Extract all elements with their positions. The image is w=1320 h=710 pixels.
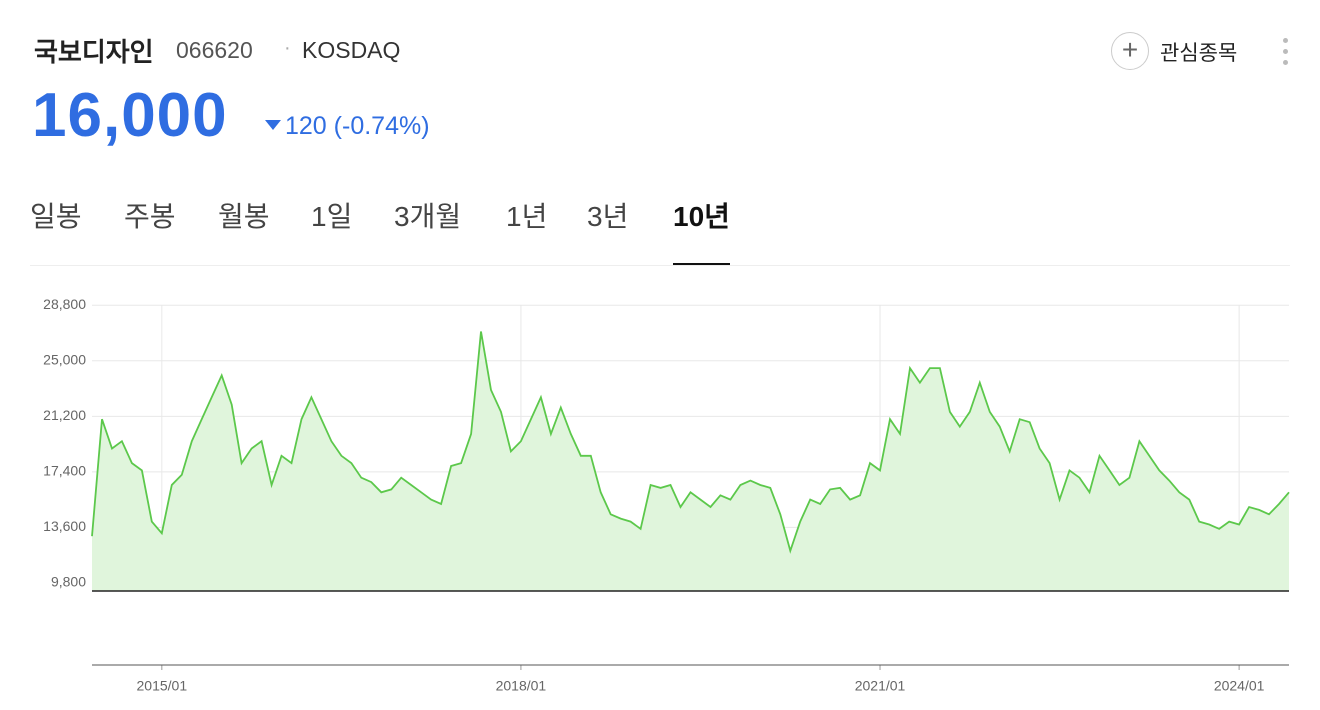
watch-label[interactable]: 관심종목	[1160, 42, 1238, 65]
tab[interactable]: 주봉	[124, 201, 176, 232]
x-tick-label: 2018/01	[496, 678, 547, 694]
tab-bar: 일봉 주봉 월봉 1일 3개월 1년 3년 10년	[30, 195, 1290, 266]
separator: ·	[284, 37, 291, 59]
tab[interactable]: 1일	[311, 201, 353, 232]
tab[interactable]: 10년	[673, 195, 730, 265]
y-tick-label: 21,200	[43, 407, 86, 423]
tab[interactable]: 일봉	[30, 201, 82, 232]
market: KOSDAQ	[302, 37, 401, 63]
y-tick-label: 25,000	[43, 351, 86, 367]
stock-name: 국보디자인	[34, 37, 154, 67]
x-tick-label: 2021/01	[855, 678, 906, 694]
change: 120 (-0.74%)	[285, 112, 430, 141]
tab[interactable]: 월봉	[218, 201, 270, 232]
y-tick-label: 13,600	[43, 518, 86, 534]
x-tick-label: 2024/01	[1214, 678, 1265, 694]
tab[interactable]: 3년	[587, 201, 629, 232]
tab[interactable]: 3개월	[394, 201, 462, 232]
down-arrow	[265, 120, 281, 130]
price: 16,000	[32, 81, 228, 150]
tab[interactable]: 1년	[506, 201, 548, 232]
y-tick-label: 17,400	[43, 463, 86, 479]
more-menu[interactable]	[1283, 38, 1289, 71]
stock-code: 066620	[176, 37, 253, 63]
change-percent: (-0.74%)	[333, 112, 430, 140]
x-tick-label: 2015/01	[137, 678, 188, 694]
y-tick-label: 9,800	[51, 574, 86, 590]
change-value: 120	[285, 112, 327, 140]
area	[92, 331, 1289, 591]
y-tick-label: 28,800	[43, 296, 86, 312]
line	[91, 331, 1290, 554]
add-button[interactable]: +	[1111, 32, 1149, 70]
